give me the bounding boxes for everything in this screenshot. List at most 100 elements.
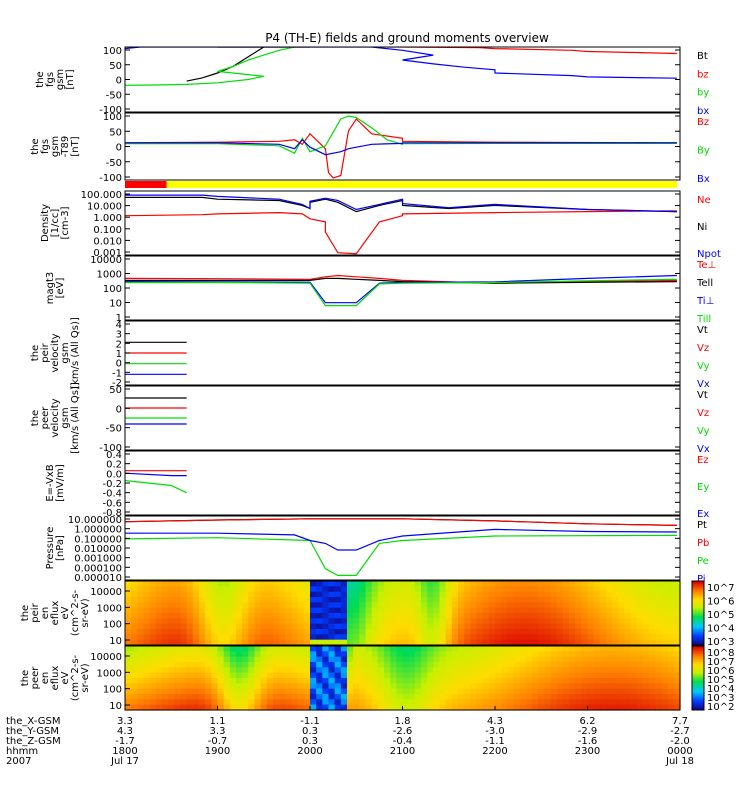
colorbar-cell xyxy=(692,613,704,616)
heatmap-cell xyxy=(285,597,293,603)
heatmap-cell xyxy=(562,613,570,619)
footer-value: 0000 xyxy=(667,746,692,757)
heatmap-cell xyxy=(303,704,311,711)
heatmap-cell xyxy=(556,623,564,630)
heatmap-cell xyxy=(501,656,508,663)
heatmap-cell xyxy=(612,602,619,609)
series-line-Ni xyxy=(125,196,677,213)
heatmap-cell xyxy=(334,699,342,706)
heatmap-cell xyxy=(316,602,323,609)
heatmap-cell xyxy=(649,581,656,587)
heatmap-cell xyxy=(353,597,360,603)
heatmap-cell xyxy=(556,694,564,700)
heatmap-cell xyxy=(550,581,558,587)
heatmap-cell xyxy=(575,623,582,630)
heatmap-cell xyxy=(655,662,663,668)
heatmap-cell xyxy=(667,581,675,587)
heatmap-cell xyxy=(125,634,132,641)
heatmap-cell xyxy=(661,678,669,684)
heatmap-cell xyxy=(618,629,626,635)
heatmap-cell xyxy=(673,678,681,684)
heatmap-cell xyxy=(649,618,656,625)
heatmap-cell xyxy=(365,618,373,625)
heatmap-cell xyxy=(390,656,397,663)
heatmap-cell xyxy=(451,597,459,603)
colorbar-cell xyxy=(692,585,704,588)
heatmap-cell xyxy=(359,646,367,652)
heatmap-cell xyxy=(414,581,422,587)
heatmap-cell xyxy=(470,581,478,587)
heatmap-cell xyxy=(587,646,595,652)
heatmap-cell xyxy=(359,694,367,700)
heatmap-cell xyxy=(402,639,410,646)
heatmap-cell xyxy=(149,639,157,646)
y-axis-label: [nT] xyxy=(65,69,76,89)
heatmap-cell xyxy=(636,629,644,635)
heatmap-cell xyxy=(192,672,200,679)
heatmap-cell xyxy=(636,581,644,587)
heatmap-cell xyxy=(439,629,447,635)
heatmap-cell xyxy=(451,678,459,684)
heatmap-cell xyxy=(137,581,145,587)
heatmap-cell xyxy=(581,678,589,684)
heatmap-cell xyxy=(402,667,410,674)
heatmap-cell xyxy=(353,683,360,690)
heatmap-cell xyxy=(347,656,354,663)
heatmap-cell xyxy=(371,597,379,603)
heatmap-cell xyxy=(667,688,675,695)
heatmap-cell xyxy=(476,618,484,625)
heatmap-cell xyxy=(260,634,268,641)
heatmap-cell xyxy=(131,704,138,711)
heatmap-cell xyxy=(254,618,262,625)
heatmap-cell xyxy=(211,699,219,706)
heatmap-cell xyxy=(507,597,515,603)
heatmap-cell xyxy=(291,683,299,690)
heatmap-cell xyxy=(285,651,293,658)
footer-value: 4.3 xyxy=(487,716,503,727)
heatmap-cell xyxy=(285,662,293,668)
heatmap-cell xyxy=(501,639,508,646)
heatmap-cell xyxy=(390,678,397,684)
heatmap-cell xyxy=(248,618,256,625)
heatmap-cell xyxy=(544,704,552,711)
heatmap-cell xyxy=(125,639,132,646)
heatmap-cell xyxy=(606,623,613,630)
heatmap-cell xyxy=(427,613,434,619)
heatmap-cell xyxy=(180,607,188,614)
heatmap-cell xyxy=(532,667,539,674)
heatmap-cell xyxy=(421,678,428,684)
heatmap-cell xyxy=(168,672,175,679)
heatmap-cell xyxy=(334,688,342,695)
heatmap-cell xyxy=(593,667,601,674)
heatmap-cell xyxy=(655,699,663,706)
heatmap-cell xyxy=(260,683,268,690)
heatmap-cell xyxy=(137,646,145,652)
colorbar-cell xyxy=(692,650,704,653)
heatmap-cell xyxy=(384,683,391,690)
heatmap-cell xyxy=(211,688,219,695)
heatmap-cell xyxy=(606,683,613,690)
legend-entry: Ex xyxy=(697,509,709,520)
heatmap-cell xyxy=(266,646,274,652)
heatmap-cell xyxy=(451,602,459,609)
heatmap-cell xyxy=(186,629,194,635)
heatmap-cell xyxy=(347,597,354,603)
heatmap-cell xyxy=(661,618,669,625)
legend-entry: Tell xyxy=(696,278,713,289)
heatmap-cell xyxy=(125,586,132,593)
heatmap-cell xyxy=(556,591,564,598)
heatmap-cell xyxy=(618,623,626,630)
heatmap-cell xyxy=(439,646,447,652)
heatmap-cell xyxy=(316,634,323,641)
colorbar-cell xyxy=(692,606,704,609)
heatmap-cell xyxy=(519,591,527,598)
heatmap-cell xyxy=(433,656,441,663)
heatmap-cell xyxy=(322,656,330,663)
heatmap-cell xyxy=(464,597,471,603)
heatmap-cell xyxy=(439,613,447,619)
heatmap-cell xyxy=(205,672,212,679)
heatmap-cell xyxy=(612,683,619,690)
heatmap-cell xyxy=(279,613,286,619)
footer-value: -1.1 xyxy=(300,716,320,727)
heatmap-cell xyxy=(513,699,521,706)
